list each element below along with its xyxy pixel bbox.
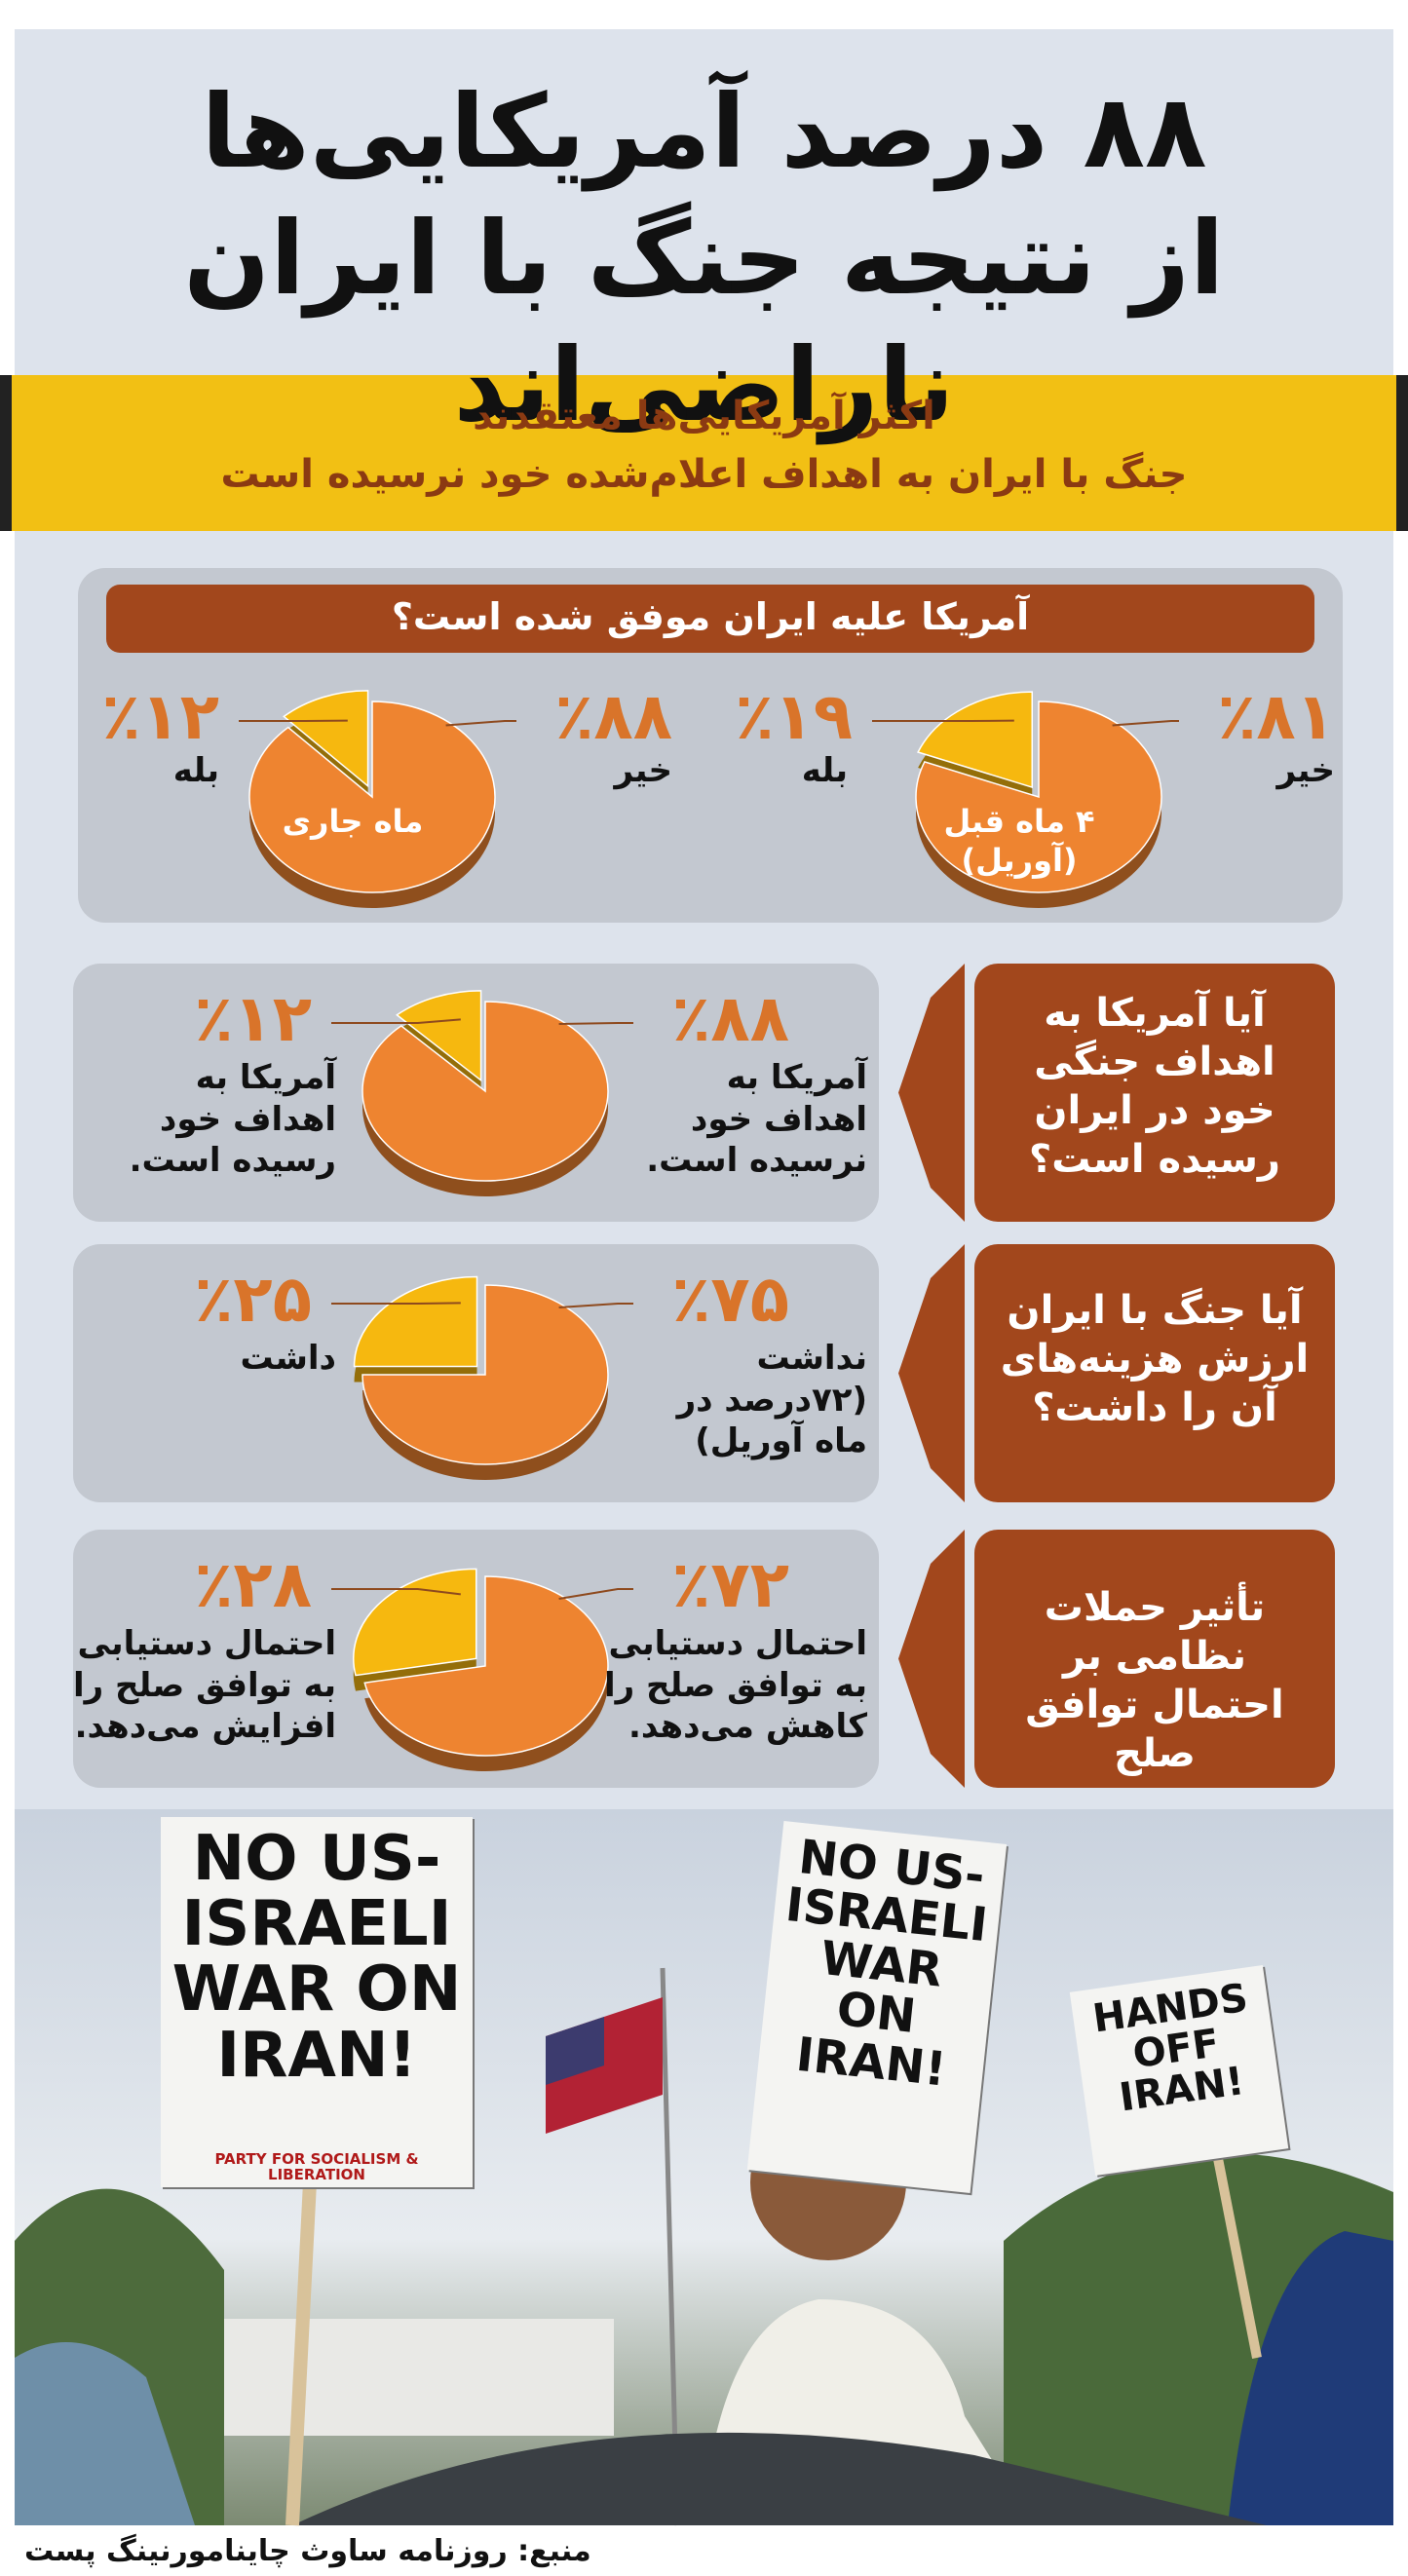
slice — [283, 690, 369, 788]
slice — [363, 1575, 609, 1757]
pie-label: ۴ ماه قبل (آوریل) — [943, 803, 1095, 879]
value-label: ٪۸۱ — [1217, 679, 1335, 754]
category-label: احتمال دستیابی به توافق صلح را کاهش می‌د… — [603, 1624, 867, 1746]
category-label: نداشت (۷۲درصد در ماه آوریل) — [676, 1339, 867, 1460]
flagpole — [660, 1967, 680, 2526]
protest-sign: HANDS OFF IRAN! — [1069, 1965, 1289, 2176]
category-label: خیر — [614, 751, 672, 790]
leader-line — [331, 1302, 461, 1305]
value-label: ٪۷۵ — [671, 1262, 789, 1337]
slice — [396, 990, 482, 1082]
subtitle: جنگ با ایران به اهداف اعلام‌شده خود نرسی… — [220, 452, 1188, 497]
sign-stick — [1208, 2133, 1262, 2359]
value-label: ٪۲۵ — [194, 1262, 312, 1337]
leader-line — [445, 720, 516, 727]
subtitle: اکثر آمریکایی‌ها معتقدند — [473, 394, 935, 438]
pie-label: ماه جاری — [282, 803, 424, 840]
slice — [362, 1001, 609, 1182]
question-box — [974, 964, 1335, 1222]
value-label: ٪۲۸ — [194, 1547, 312, 1622]
slice — [362, 1284, 609, 1465]
slice — [248, 701, 496, 893]
leader-line — [1112, 720, 1179, 727]
question: آیا جنگ با ایران ارزش هزینه‌های آن را دا… — [1000, 1288, 1310, 1430]
leader-line — [331, 1018, 461, 1024]
leader-line — [331, 1588, 461, 1596]
arrow — [898, 1530, 965, 1788]
panel-header — [106, 585, 1314, 653]
value-label: ٪۸۸ — [554, 679, 672, 754]
category-label: بله — [801, 751, 848, 790]
value-label: ٪۱۲ — [194, 981, 312, 1056]
value-label: ٪۸۸ — [671, 981, 789, 1056]
value-label: ٪۱۹ — [735, 679, 853, 754]
photo-person — [1228, 2231, 1393, 2525]
photo-crowd — [292, 2432, 1267, 2525]
protest-sign: PARTY FOR SOCIALISM & LIBERATION — [214, 2150, 419, 2183]
value-label: ٪۷۲ — [671, 1547, 789, 1622]
source: منبع: روزنامه ساوث چاینامورنینگ پست — [24, 2534, 591, 2568]
category-label: داشت — [240, 1339, 336, 1378]
question-box — [974, 1530, 1335, 1788]
band-edge — [0, 375, 12, 531]
slice — [917, 691, 1034, 789]
slice — [353, 1568, 477, 1677]
question: آیا آمریکا به اهداف جنگی خود در ایران رس… — [1029, 991, 1280, 1182]
protest-sign: NO US-ISRAELI WAR ON IRAN! — [746, 1820, 1008, 2194]
leader-line — [558, 1022, 633, 1025]
flag — [546, 2017, 604, 2085]
title: از نتیجه جنگ با ایران ناراضی‌اند — [183, 199, 1225, 444]
panel-title: آمریکا علیه ایران موفق شده است؟ — [391, 595, 1030, 638]
category-label: بله — [172, 751, 219, 790]
arrow — [898, 1244, 965, 1502]
leader-line — [558, 1588, 633, 1600]
question: تأثیر حملات نظامی بر احتمال توافق صلح — [1025, 1585, 1284, 1776]
value-label: ٪۱۲ — [101, 679, 219, 754]
question-box — [974, 1244, 1335, 1502]
category-label: احتمال دستیابی به توافق صلح را افزایش می… — [72, 1624, 336, 1746]
band-edge — [1396, 375, 1408, 531]
sign-stick — [285, 2181, 317, 2526]
photo-person — [15, 2342, 195, 2525]
category-label: آمریکا به اهداف خود نرسیده است. — [646, 1058, 867, 1180]
slice — [915, 701, 1162, 893]
title: ۸۸ درصد آمریکایی‌ها — [201, 72, 1207, 191]
protest-sign: NO US-ISRAELI WAR ON IRAN! — [161, 1817, 473, 2187]
leader-line — [558, 1303, 633, 1308]
category-label: خیر — [1276, 751, 1335, 790]
category-label: آمریکا به اهداف خود رسیده است. — [129, 1058, 336, 1180]
subtitle-band — [0, 375, 1408, 531]
arrow — [898, 964, 965, 1222]
